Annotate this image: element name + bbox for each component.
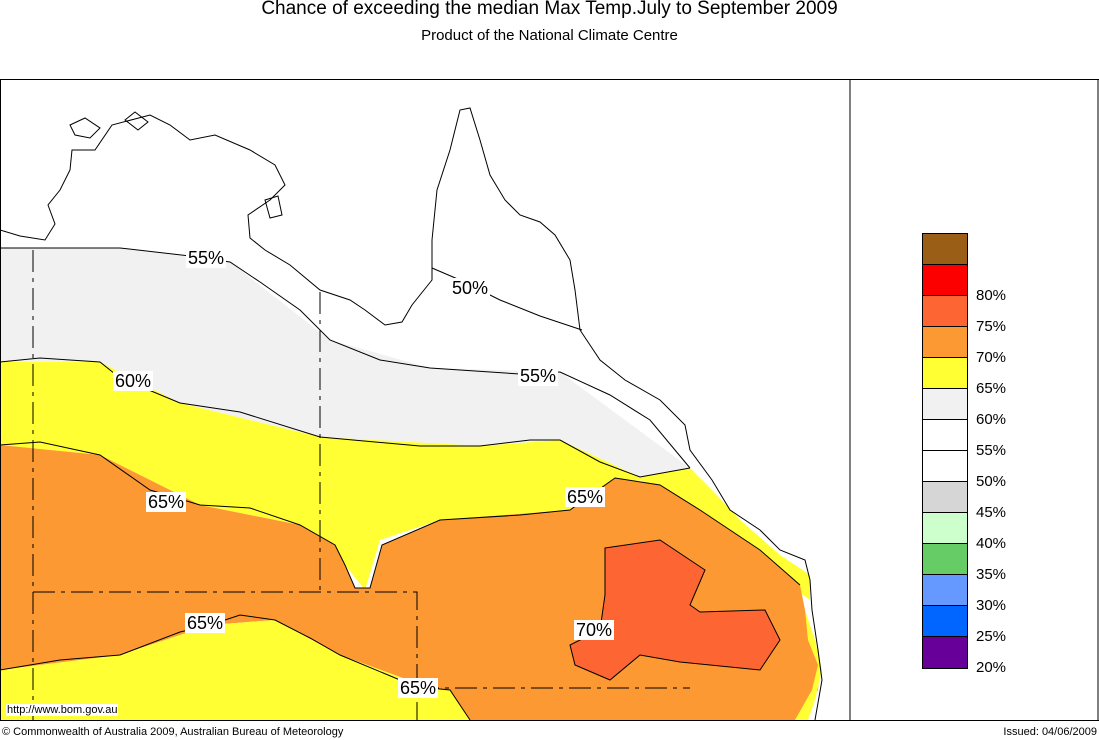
legend-label: 65%: [976, 380, 1007, 397]
contour-label: 50%: [450, 278, 491, 298]
copyright-text: © Commonwealth of Australia 2009, Austra…: [2, 726, 344, 738]
legend-swatch: [923, 389, 967, 420]
legend-label: 60%: [976, 411, 1007, 428]
legend-label: 30%: [976, 597, 1007, 614]
legend-swatch: [923, 606, 967, 637]
zone-70: [570, 540, 780, 680]
legend-panel: [851, 80, 1099, 720]
legend-swatch: [923, 637, 967, 668]
legend-swatch: [923, 327, 967, 358]
legend-swatch: [923, 482, 967, 513]
legend-swatch: [923, 513, 967, 544]
contour-55-north: [0, 247, 561, 375]
legend-label: 75%: [976, 318, 1007, 335]
map-subtitle: Product of the National Climate Centre: [421, 27, 678, 44]
legend-label: 50%: [976, 473, 1007, 490]
contour-label: 65%: [398, 678, 439, 698]
legend-label: 20%: [976, 659, 1007, 676]
legend-swatch: [923, 544, 967, 575]
legend-label: 40%: [976, 535, 1007, 552]
zone-60-coast: [795, 610, 822, 720]
contour-55-south: [559, 371, 691, 469]
contour-label: 55%: [518, 366, 559, 386]
legend-swatch: [923, 575, 967, 606]
zone-60-south: [0, 620, 470, 720]
issued-date: Issued: 04/06/2009: [1003, 726, 1097, 738]
zone-55-nt: [0, 248, 690, 477]
zone-60: [0, 362, 810, 600]
contour-label: 70%: [574, 620, 615, 640]
contour-label: 65%: [185, 613, 226, 633]
legend-swatch: [923, 265, 967, 296]
legend-swatch: [923, 296, 967, 327]
website-url: http://www.bom.gov.au: [6, 704, 119, 716]
legend-color-bar: [922, 233, 968, 669]
legend-swatch: [923, 358, 967, 389]
legend-swatch: [923, 234, 967, 265]
legend-label: 80%: [976, 287, 1007, 304]
contour-60: [0, 357, 691, 478]
contour-label: 55%: [186, 248, 227, 268]
contour-50: [431, 267, 583, 331]
forecast-map: [0, 79, 1099, 721]
state-border: [32, 250, 690, 720]
legend-swatch: [923, 420, 967, 451]
legend-label: 70%: [976, 349, 1007, 366]
contour-label: 65%: [565, 487, 606, 507]
island-outline: [69, 111, 283, 219]
legend-label: 35%: [976, 566, 1007, 583]
legend-label: 25%: [976, 628, 1007, 645]
legend-label: 55%: [976, 442, 1007, 459]
legend-swatch: [923, 451, 967, 482]
map-frame: [0, 79, 1099, 721]
coastline: [0, 107, 823, 721]
contour-label: 60%: [113, 371, 154, 391]
map-title: Chance of exceeding the median Max Temp.…: [261, 0, 838, 19]
legend-label: 45%: [976, 504, 1007, 521]
contour-label: 65%: [146, 492, 187, 512]
